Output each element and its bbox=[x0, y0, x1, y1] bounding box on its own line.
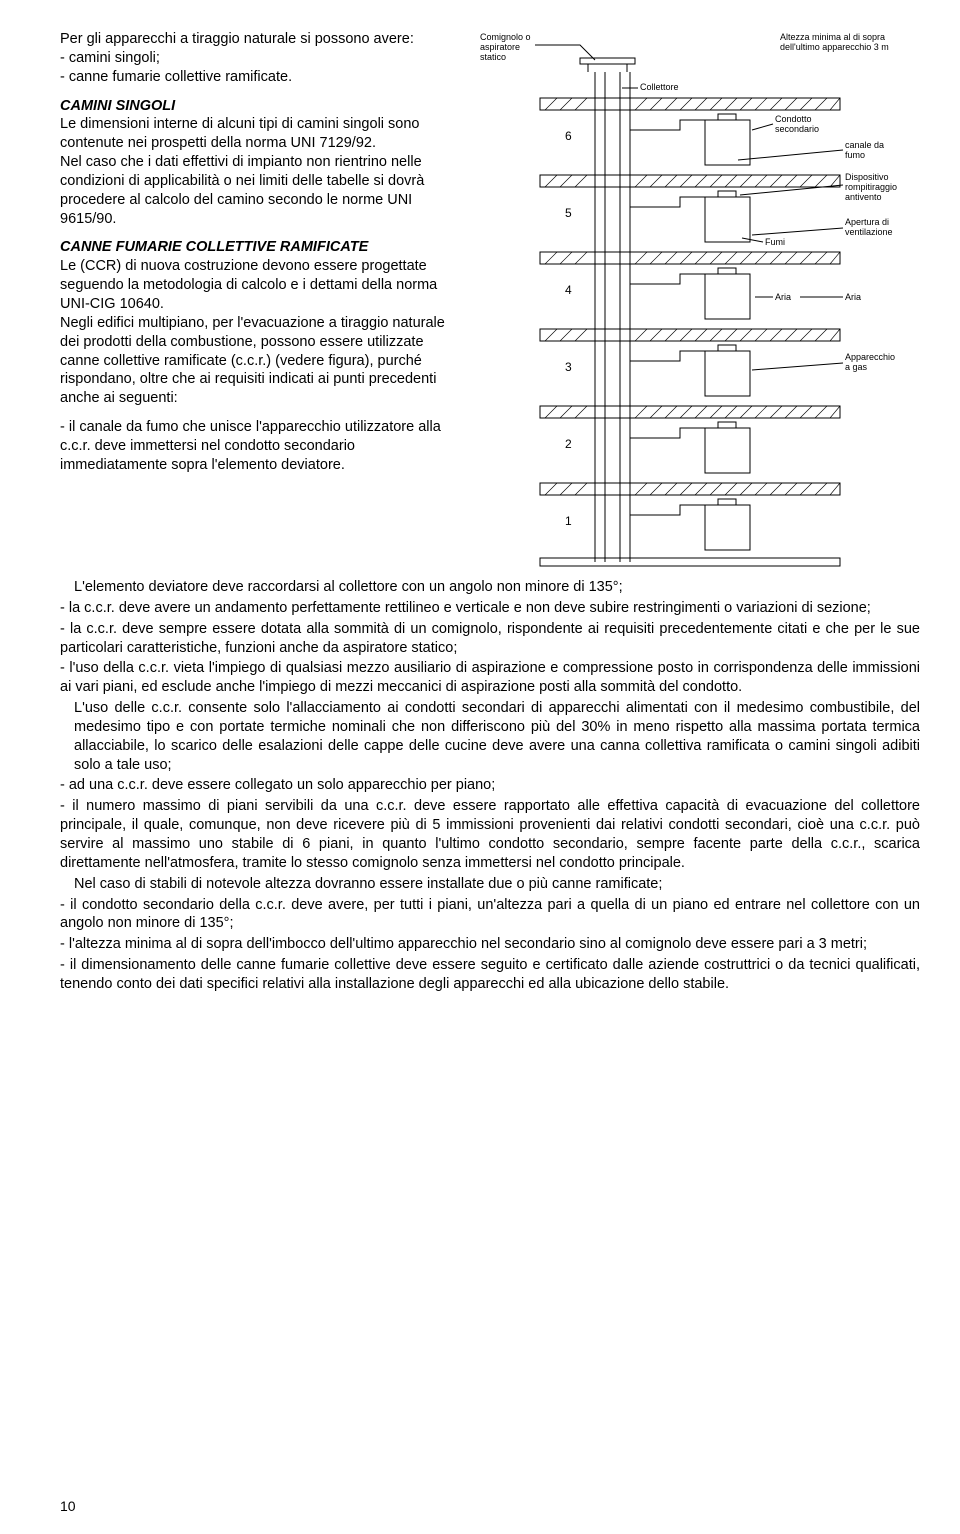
para-camini-2: Nel caso che i dati effettivi di impiant… bbox=[60, 154, 424, 227]
page-number: 10 bbox=[60, 1498, 76, 1514]
label-altezza-2: dell'ultimo apparecchio 3 m bbox=[780, 42, 889, 52]
label-apertura-2: ventilazione bbox=[845, 227, 893, 237]
label-comignolo-3: statico bbox=[480, 52, 506, 62]
bullet-altezza-minima: - l'altezza minima al di sopra dell'imbo… bbox=[60, 935, 920, 954]
para-camini-1: Le dimensioni interne di alcuni tipi di … bbox=[60, 116, 419, 151]
ccr-diagram: Comignolo o aspiratore statico Altezza m… bbox=[480, 30, 920, 570]
bullet-comignolo: - la c.c.r. deve sempre essere dotata al… bbox=[60, 620, 920, 658]
label-comignolo-1: Comignolo o bbox=[480, 32, 531, 42]
bullet-dimensionamento: - il dimensionamento delle canne fumarie… bbox=[60, 956, 920, 994]
bullet-numero-piani: - il numero massimo di piani servibili d… bbox=[60, 797, 920, 872]
label-condotto-2: secondario bbox=[775, 124, 819, 134]
label-disp-3: antivento bbox=[845, 192, 882, 202]
heading-canne-fumarie: CANNE FUMARIE COLLETTIVE RAMIFICATE bbox=[60, 239, 368, 255]
label-fumi: Fumi bbox=[765, 237, 785, 247]
label-altezza-1: Altezza minima al di sopra bbox=[780, 32, 885, 42]
intro-bullet-2: - canne fumarie collettive ramificate. bbox=[60, 69, 292, 85]
bullet-vieta: - l'uso della c.c.r. vieta l'impiego di … bbox=[60, 659, 920, 697]
floor-number-1: 1 bbox=[565, 514, 572, 528]
label-apparecchio-1: Apparecchio bbox=[845, 352, 895, 362]
label-disp-2: rompitiraggio bbox=[845, 182, 897, 192]
bullet-un-apparecchio: - ad una c.c.r. deve essere collegato un… bbox=[60, 776, 920, 795]
para-canne-2: Negli edifici multipiano, per l'evacuazi… bbox=[60, 315, 445, 406]
floor-number-2: 2 bbox=[565, 437, 572, 451]
label-apparecchio-2: a gas bbox=[845, 362, 868, 372]
label-collettore: Collettore bbox=[640, 82, 679, 92]
label-comignolo-2: aspiratore bbox=[480, 42, 520, 52]
para-canne-1: Le (CCR) di nuova costruzione devono ess… bbox=[60, 258, 437, 312]
para-stabili-altezza: Nel caso di stabili di notevole altezza … bbox=[60, 875, 920, 894]
label-aria-1: Aria bbox=[775, 292, 791, 302]
bullet-andamento: - la c.c.r. deve avere un andamento perf… bbox=[60, 599, 920, 618]
intro-bullet-1: - camini singoli; bbox=[60, 50, 160, 66]
floor-number-5: 5 bbox=[565, 206, 572, 220]
label-apertura-1: Apertura di bbox=[845, 217, 889, 227]
label-canale-1: canale da bbox=[845, 140, 884, 150]
label-aria-2: Aria bbox=[845, 292, 861, 302]
para-deviatore: L'elemento deviatore deve raccordarsi al… bbox=[60, 578, 920, 597]
label-disp-1: Dispositivo bbox=[845, 172, 889, 182]
label-condotto-1: Condotto bbox=[775, 114, 812, 124]
floor-number-3: 3 bbox=[565, 360, 572, 374]
intro-text: Per gli apparecchi a tiraggio naturale s… bbox=[60, 31, 414, 47]
bullet-canale-fumo: - il canale da fumo che unisce l'apparec… bbox=[60, 419, 441, 473]
floor-number-6: 6 bbox=[565, 129, 572, 143]
label-canale-2: fumo bbox=[845, 150, 865, 160]
floor-number-4: 4 bbox=[565, 283, 572, 297]
heading-camini-singoli: CAMINI SINGOLI bbox=[60, 98, 175, 114]
bullet-condotto-secondario: - il condotto secondario della c.c.r. de… bbox=[60, 896, 920, 934]
para-uso-ccr: L'uso delle c.c.r. consente solo l'allac… bbox=[60, 699, 920, 774]
